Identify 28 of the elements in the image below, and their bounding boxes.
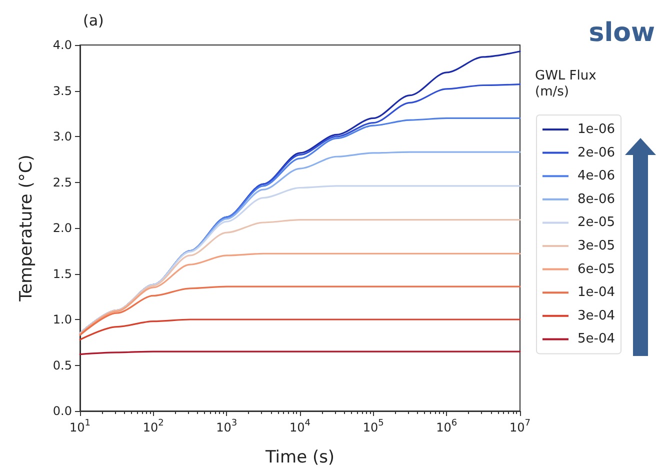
x-axis-title: Time (s) (264, 448, 335, 468)
legend-label: 6e-05 (578, 262, 616, 277)
text: slow (588, 18, 656, 48)
legend-label: 1e-06 (578, 122, 616, 137)
legend-title: GWL Flux (m/s) (535, 68, 597, 100)
y-tick-label: 3.5 (52, 84, 72, 98)
y-tick-label: 2.5 (52, 175, 72, 190)
y-tick-label: 0.0 (52, 404, 72, 418)
line-series (79, 286, 521, 336)
y-tick-label: 2.0 (52, 221, 72, 235)
legend-label: 1e-04 (578, 285, 616, 300)
legend-label: 8e-06 (578, 192, 616, 207)
line-series (79, 252, 521, 335)
legend-label: 3e-05 (578, 238, 616, 254)
legend-label: 2e-05 (578, 215, 616, 230)
y-tick-label: 1.0 (52, 312, 72, 326)
line-series (79, 318, 521, 340)
chart-title: (a) (83, 12, 104, 30)
y-tick-label: 3.0 (52, 130, 72, 144)
line-series (79, 185, 521, 334)
legend-label: 4e-06 (578, 168, 616, 184)
legend-label: 3e-04 (578, 308, 616, 324)
legend-label: 5e-04 (578, 332, 616, 347)
y-tick-label: 0.5 (52, 358, 72, 372)
legend-label: 2e-06 (578, 145, 616, 160)
y-axis-title: Temperature (°C) (16, 154, 36, 302)
y-tick-label: 1.5 (52, 266, 72, 281)
y-tick-label: 4.0 (52, 38, 72, 52)
